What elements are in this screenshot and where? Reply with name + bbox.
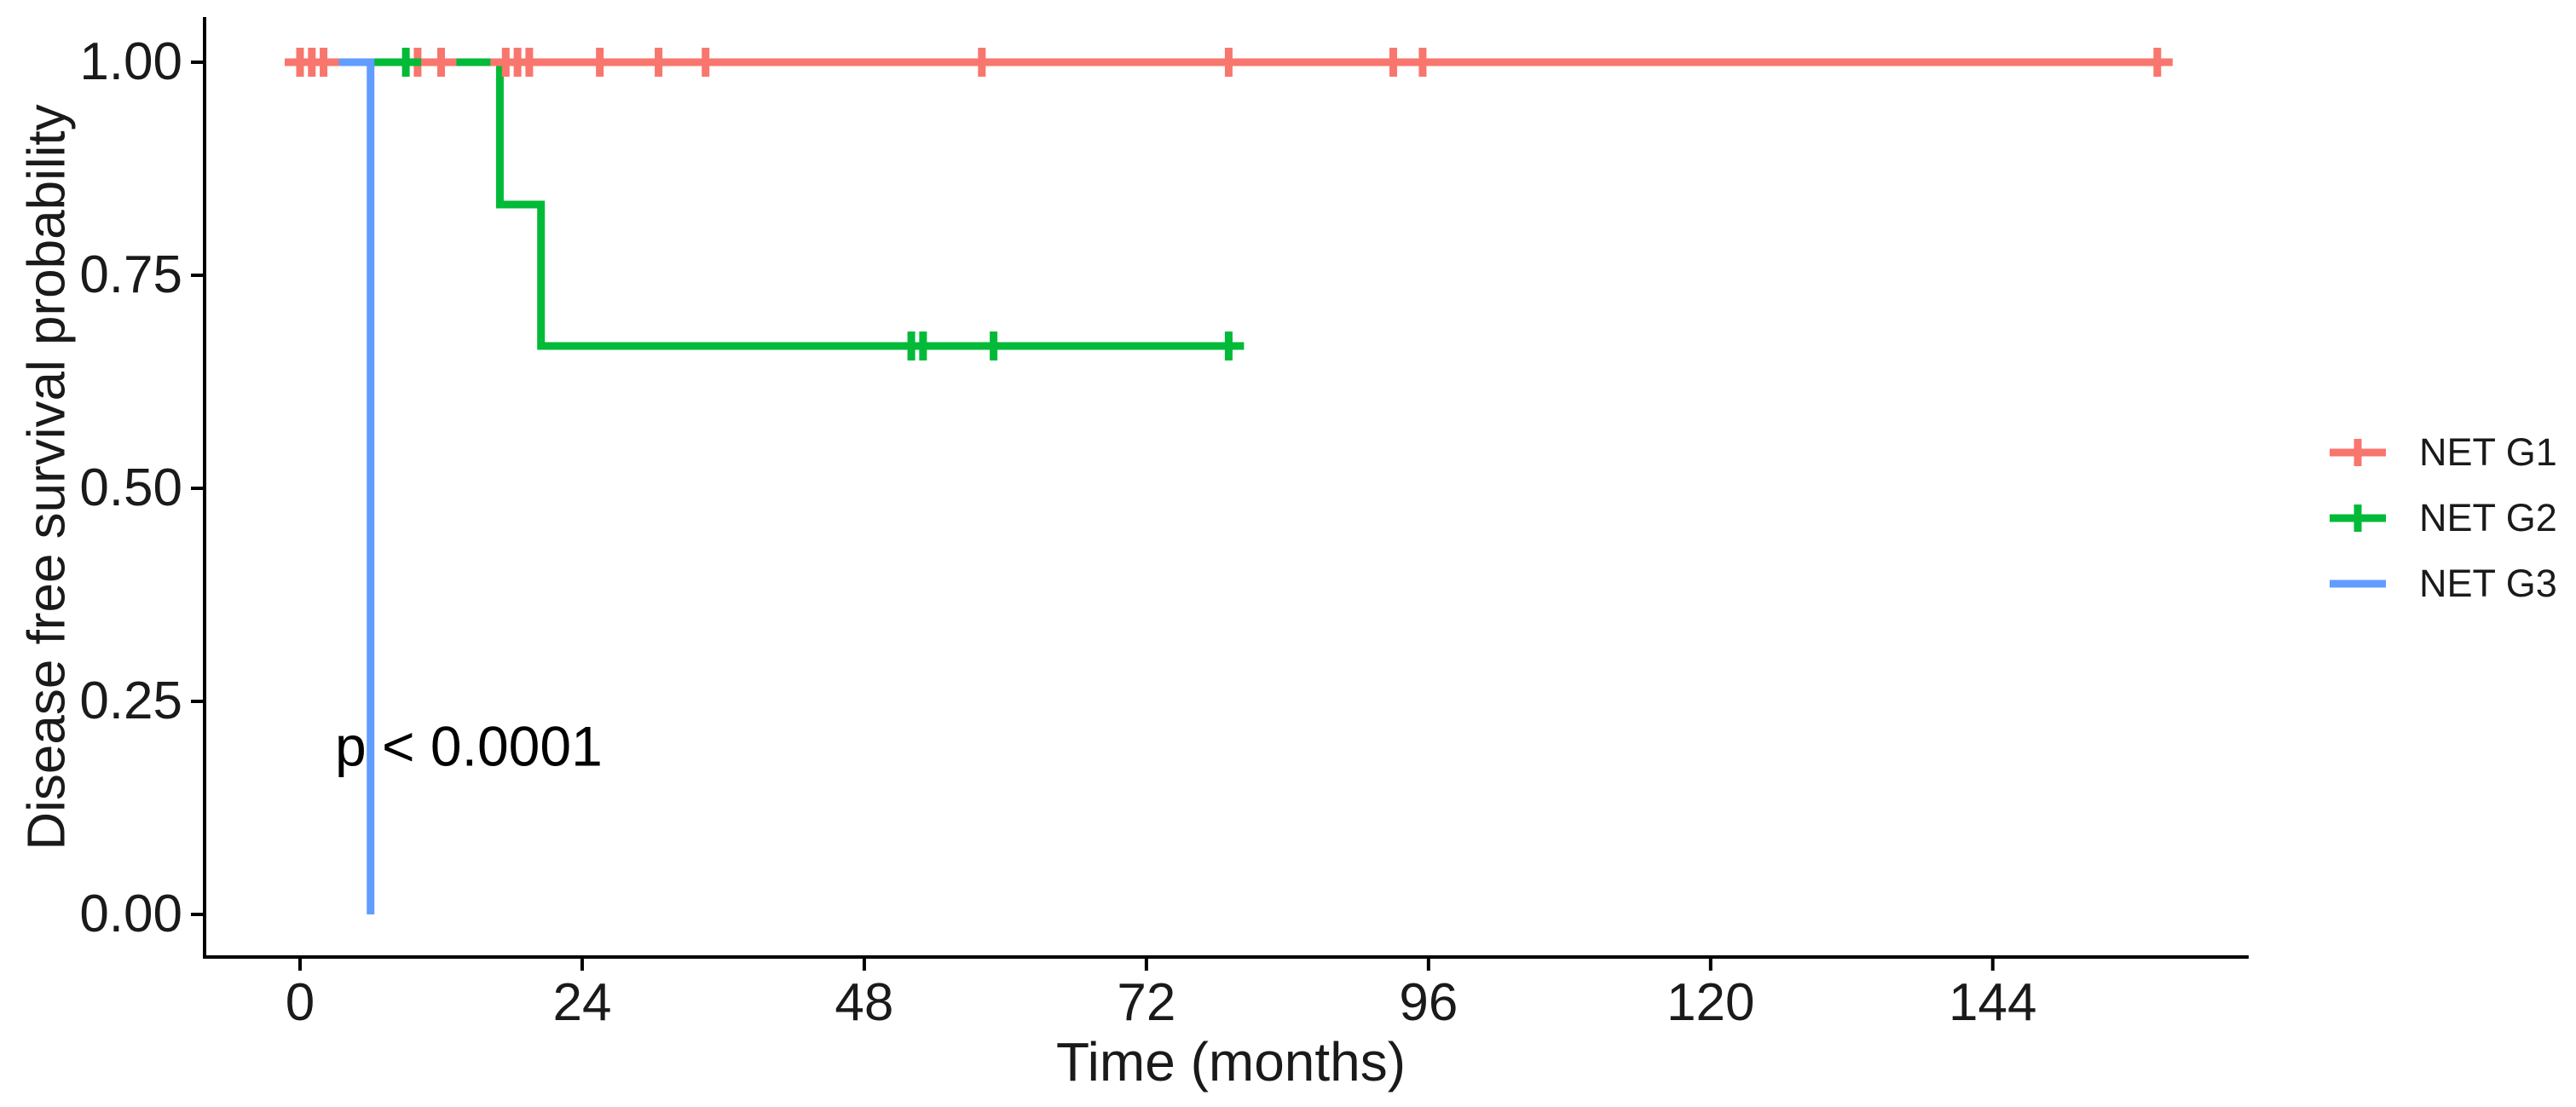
x-tick-label: 144 (1949, 973, 2037, 1032)
survival-curve-net-g3 (300, 58, 375, 914)
censor-mark-vbar (702, 48, 710, 77)
x-axis-title: Time (months) (1055, 1031, 1406, 1093)
censor-mark-vbar (655, 48, 663, 77)
legend: NET G1 NET G2 NET G3 (2330, 419, 2557, 616)
legend-key-plus-icon (2330, 438, 2386, 466)
censor-mark-vbar (919, 332, 927, 360)
censor-mark-vbar (401, 48, 410, 77)
y-tick-label: 0.00 (79, 885, 182, 943)
legend-label: NET G3 (2419, 561, 2557, 605)
y-tick-label: 1.00 (79, 32, 182, 91)
censor-mark-vbar (596, 48, 604, 77)
x-tick-label: 0 (285, 973, 315, 1032)
censor-mark-vbar (990, 332, 998, 360)
legend-label: NET G1 (2419, 430, 2557, 474)
p-value-annotation: p < 0.0001 (335, 714, 603, 778)
legend-key-line-icon (2330, 579, 2386, 587)
x-tick-label: 72 (1117, 973, 1176, 1032)
x-tick-label: 24 (552, 973, 612, 1032)
censor-mark-vbar (1224, 48, 1233, 77)
censor-mark-vbar (320, 48, 328, 77)
legend-row-net-g2: NET G2 (2330, 485, 2557, 551)
censor-mark-vbar (525, 48, 534, 77)
censor-mark-vbar (436, 48, 445, 77)
legend-row-net-g1: NET G1 (2330, 419, 2557, 485)
censor-mark-vbar (1389, 48, 1397, 77)
survival-curve-net-g2 (300, 58, 1241, 350)
x-tick-label: 96 (1399, 973, 1458, 1032)
censor-mark-vbar (1418, 48, 1427, 77)
censor-mark-vbar (978, 48, 986, 77)
censor-mark-vbar (2153, 48, 2162, 77)
y-tick-label: 0.75 (79, 245, 182, 304)
y-tick-label: 0.50 (79, 458, 182, 517)
legend-key-plus-icon (2330, 504, 2386, 532)
x-tick-label: 120 (1666, 973, 1755, 1032)
y-tick-label: 0.25 (79, 672, 182, 730)
x-tick-label: 48 (835, 973, 894, 1032)
legend-label: NET G2 (2419, 495, 2557, 539)
legend-row-net-g3: NET G3 (2330, 551, 2557, 616)
censor-mark-vbar (1224, 332, 1233, 360)
